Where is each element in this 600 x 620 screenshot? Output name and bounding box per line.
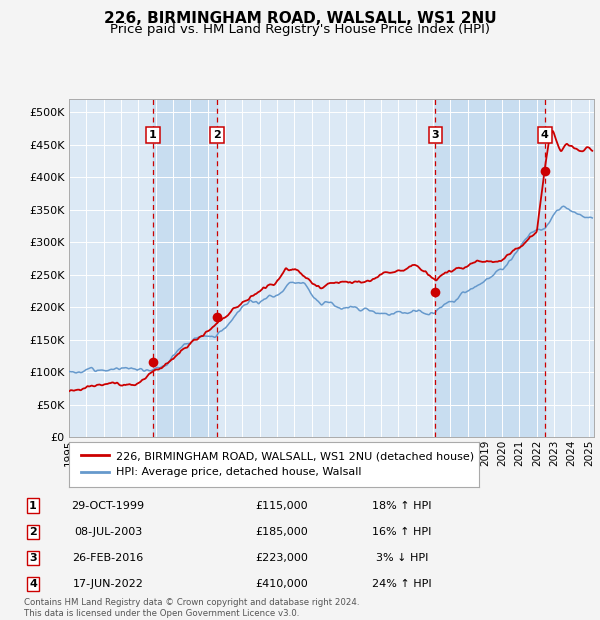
Text: 1: 1 — [29, 501, 37, 511]
Text: Contains HM Land Registry data © Crown copyright and database right 2024.
This d: Contains HM Land Registry data © Crown c… — [24, 598, 359, 618]
Text: 29-OCT-1999: 29-OCT-1999 — [71, 501, 145, 511]
Text: 3: 3 — [431, 130, 439, 140]
Bar — [152, 99, 217, 437]
Text: 18% ↑ HPI: 18% ↑ HPI — [372, 501, 432, 511]
Bar — [436, 99, 545, 437]
Legend: 226, BIRMINGHAM ROAD, WALSALL, WS1 2NU (detached house), HPI: Average price, det: 226, BIRMINGHAM ROAD, WALSALL, WS1 2NU (… — [74, 445, 481, 484]
Text: £223,000: £223,000 — [256, 553, 308, 563]
Text: 17-JUN-2022: 17-JUN-2022 — [73, 579, 143, 589]
Text: £185,000: £185,000 — [256, 527, 308, 537]
Text: Price paid vs. HM Land Registry's House Price Index (HPI): Price paid vs. HM Land Registry's House … — [110, 23, 490, 36]
Text: 26-FEB-2016: 26-FEB-2016 — [73, 553, 143, 563]
Text: 2: 2 — [29, 527, 37, 537]
Text: 08-JUL-2003: 08-JUL-2003 — [74, 527, 142, 537]
Text: £115,000: £115,000 — [256, 501, 308, 511]
Text: 4: 4 — [29, 579, 37, 589]
Text: 4: 4 — [541, 130, 549, 140]
Text: £410,000: £410,000 — [256, 579, 308, 589]
Text: 1: 1 — [149, 130, 157, 140]
Text: 3: 3 — [29, 553, 37, 563]
Text: 24% ↑ HPI: 24% ↑ HPI — [372, 579, 432, 589]
Text: 16% ↑ HPI: 16% ↑ HPI — [373, 527, 431, 537]
Text: 2: 2 — [213, 130, 220, 140]
Text: 3% ↓ HPI: 3% ↓ HPI — [376, 553, 428, 563]
Text: 226, BIRMINGHAM ROAD, WALSALL, WS1 2NU: 226, BIRMINGHAM ROAD, WALSALL, WS1 2NU — [104, 11, 496, 25]
